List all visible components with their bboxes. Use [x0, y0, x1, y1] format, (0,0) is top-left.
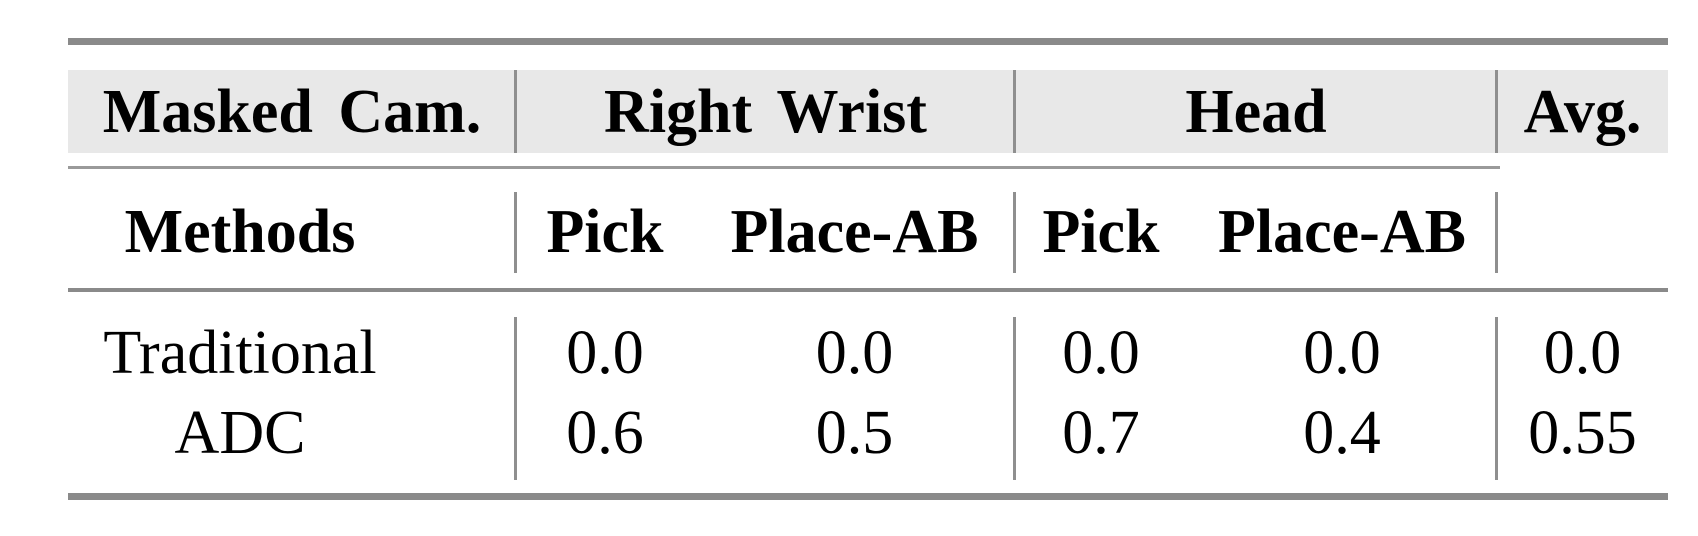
column-divider: [1495, 70, 1498, 153]
column-divider: [1013, 70, 1016, 153]
subheader-pick-head: Pick: [1042, 197, 1160, 266]
subheader-place-ab-right-wrist: Place-AB: [730, 197, 979, 266]
group-header-underline: [68, 166, 1500, 169]
value-cell-avg: 0.0: [1543, 319, 1622, 387]
group-header-masked-cam: Masked Cam.: [102, 77, 482, 146]
subheader-pick-right-wrist: Pick: [546, 197, 664, 266]
value-cell-head-pick: 0.7: [1062, 399, 1140, 467]
value-cell-avg: 0.55: [1528, 399, 1637, 467]
mid-rule: [68, 288, 1668, 292]
group-header-avg: Avg.: [1523, 77, 1642, 146]
table-top-rule: [68, 38, 1668, 45]
table-row-adc: ADC 0.6 0.5 0.7 0.4 0.55: [68, 393, 1668, 473]
group-header-right-wrist: Right Wrist: [604, 77, 927, 146]
method-cell: Traditional: [103, 319, 377, 387]
column-divider: [514, 70, 517, 153]
subheader-avg-spacer: [1497, 175, 1668, 288]
value-cell-right-wrist-place-ab: 0.5: [815, 399, 894, 467]
table-bottom-rule: [68, 493, 1668, 500]
subheader-place-ab-head: Place-AB: [1218, 197, 1466, 266]
group-header-head: Head: [1185, 77, 1327, 146]
value-cell-right-wrist-pick: 0.6: [566, 399, 644, 467]
value-cell-right-wrist-pick: 0.0: [566, 319, 644, 387]
column-divider: [1495, 317, 1498, 480]
column-divider: [1495, 192, 1498, 273]
column-divider: [514, 192, 517, 273]
column-divider: [514, 317, 517, 480]
table-body: Traditional 0.0 0.0 0.0 0.0 0.0 ADC 0.6 …: [68, 292, 1668, 493]
value-cell-head-place-ab: 0.0: [1303, 319, 1381, 387]
value-cell-right-wrist-place-ab: 0.0: [815, 319, 894, 387]
value-cell-head-place-ab: 0.4: [1303, 399, 1381, 467]
subheader-methods: Methods: [124, 197, 356, 266]
method-cell: ADC: [174, 399, 306, 467]
group-header-row: Masked Cam. Right Wrist Head Avg.: [68, 70, 1668, 153]
value-cell-head-pick: 0.0: [1062, 319, 1140, 387]
sub-header-row: Methods Pick Place-AB Pick Place-AB: [68, 169, 1668, 288]
column-divider: [1013, 317, 1016, 480]
column-divider: [1013, 192, 1016, 273]
table-row-traditional: Traditional 0.0 0.0 0.0 0.0 0.0: [68, 313, 1668, 393]
